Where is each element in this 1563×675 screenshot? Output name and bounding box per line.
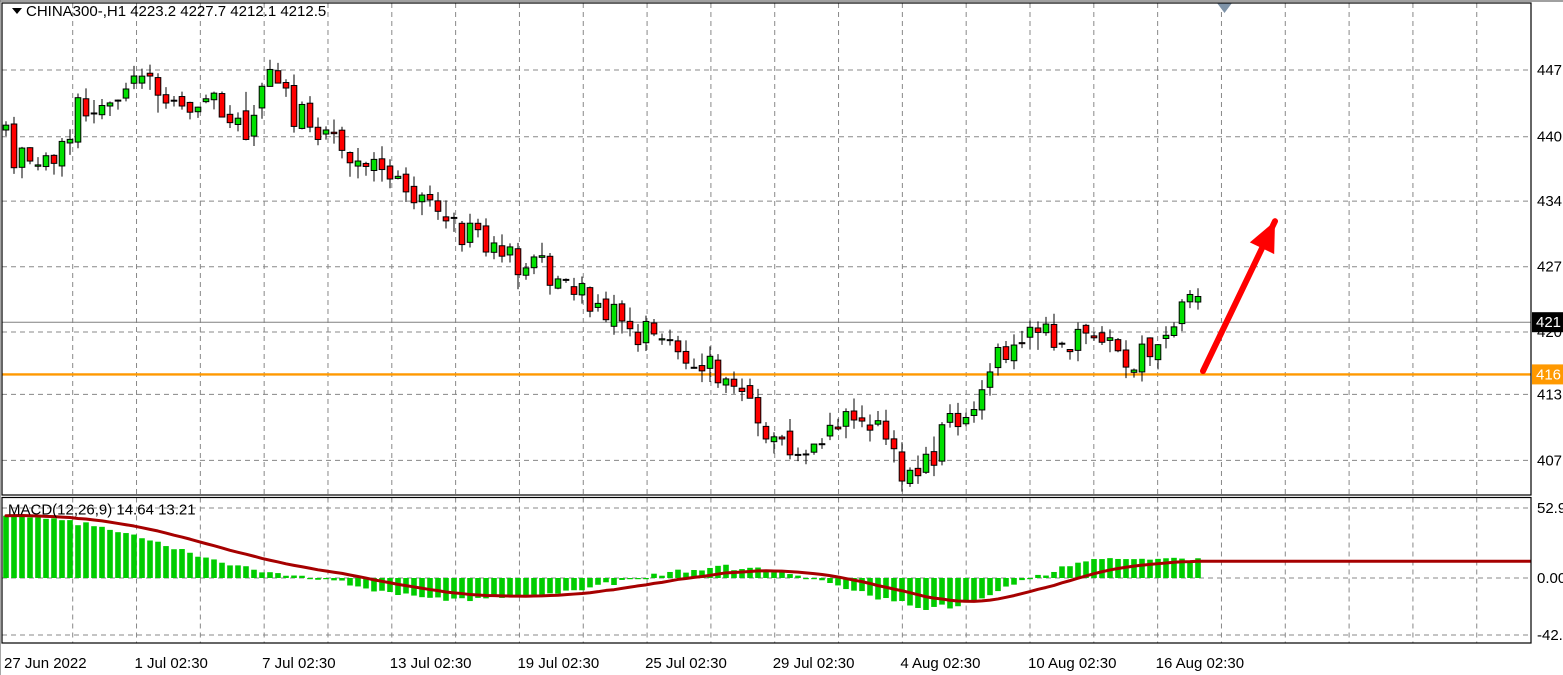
- svg-text:52.9: 52.9: [1537, 500, 1563, 517]
- svg-text:440: 440: [1537, 129, 1562, 146]
- svg-text:-42.7: -42.7: [1537, 627, 1563, 644]
- svg-text:434: 434: [1537, 193, 1562, 210]
- svg-text:427: 427: [1537, 259, 1562, 276]
- svg-text:7 Jul 02:30: 7 Jul 02:30: [262, 655, 335, 672]
- svg-text:421: 421: [1536, 314, 1561, 331]
- svg-text:29 Jul 02:30: 29 Jul 02:30: [773, 655, 855, 672]
- svg-text:1 Jul 02:30: 1 Jul 02:30: [135, 655, 208, 672]
- svg-text:19 Jul 02:30: 19 Jul 02:30: [517, 655, 599, 672]
- svg-text:27 Jun 2022: 27 Jun 2022: [4, 655, 87, 672]
- svg-text:10 Aug 02:30: 10 Aug 02:30: [1028, 655, 1116, 672]
- svg-text:407: 407: [1537, 452, 1562, 469]
- svg-text:0.00: 0.00: [1537, 570, 1563, 587]
- svg-text:13 Jul 02:30: 13 Jul 02:30: [390, 655, 472, 672]
- svg-text:16 Aug 02:30: 16 Aug 02:30: [1156, 655, 1244, 672]
- svg-text:CHINA300-,H1 4223.2 4227.7 42: CHINA300-,H1 4223.2 4227.7 4212.1 4212.5: [26, 3, 326, 20]
- svg-text:413: 413: [1537, 386, 1562, 403]
- svg-text:416: 416: [1536, 366, 1561, 383]
- svg-text:4 Aug 02:30: 4 Aug 02:30: [900, 655, 980, 672]
- svg-text:447: 447: [1537, 62, 1562, 79]
- svg-text:25 Jul 02:30: 25 Jul 02:30: [645, 655, 727, 672]
- svg-text:MACD(12,26,9) 14.64 13.21: MACD(12,26,9) 14.64 13.21: [8, 502, 196, 519]
